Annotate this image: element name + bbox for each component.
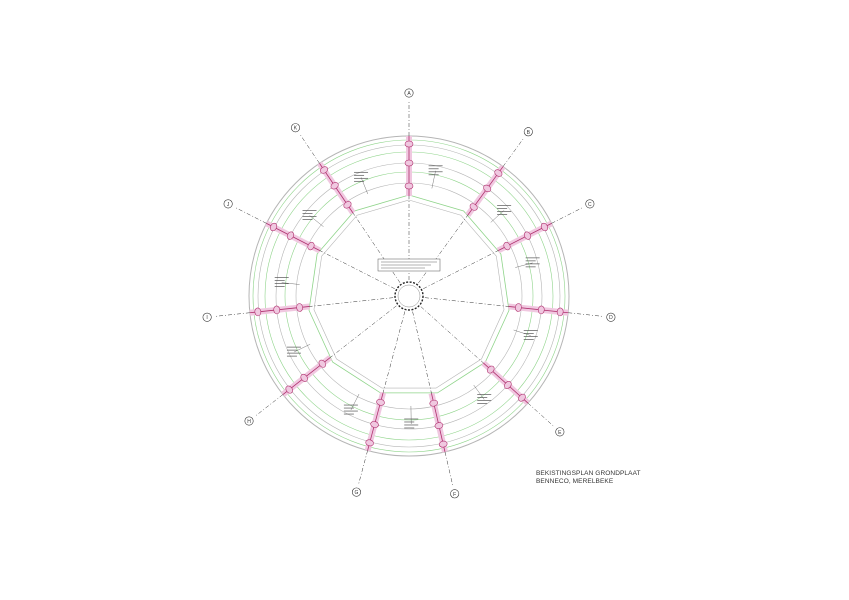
leader-line: [431, 170, 436, 189]
column-marker: [404, 159, 414, 167]
axis-bubble: [202, 312, 212, 322]
leader-line: [513, 329, 531, 336]
drawing-title: BEKISTINGSPLAN GRONDPLAAT: [536, 470, 641, 477]
annotation-block: [343, 393, 360, 415]
annotation-block: [404, 405, 419, 429]
annotation-block: [513, 329, 538, 340]
column-marker: [285, 385, 293, 394]
axis-label: J: [227, 202, 230, 208]
column-marker: [254, 307, 262, 317]
inner-polygon-ring: [313, 199, 505, 389]
axis-bubble: [523, 127, 533, 137]
inner-polygon-ring: [308, 194, 510, 394]
leader-line: [293, 344, 311, 353]
leader-line: [350, 393, 360, 411]
column-marker: [503, 241, 511, 251]
axis-label: I: [206, 315, 207, 321]
column-marker: [537, 305, 545, 315]
column-marker: [523, 231, 532, 240]
column-marker: [429, 399, 439, 407]
leader-line: [360, 177, 368, 195]
axis-label: C: [588, 202, 592, 208]
column-marker: [540, 222, 548, 232]
annotation-block: [274, 277, 300, 287]
leader-line: [490, 210, 505, 223]
central-column: [377, 258, 441, 311]
axis-label: K: [294, 126, 298, 132]
project-location: BENNECO, MERELBEKE: [536, 478, 614, 485]
column-marker: [296, 303, 303, 312]
annotation-block: [490, 205, 512, 223]
central-column-outline: [394, 281, 424, 311]
column-marker: [319, 166, 329, 174]
axis-bubble: [555, 427, 565, 437]
column-marker: [318, 359, 327, 368]
axis-line: [412, 311, 454, 488]
column-marker: [376, 398, 385, 406]
axis-bubble: [244, 416, 254, 426]
axis-bubble: [351, 487, 361, 497]
central-note: [377, 258, 441, 272]
column-marker: [483, 184, 492, 193]
annotation-block: [428, 165, 443, 189]
leader-line: [515, 262, 533, 268]
column-marker: [307, 241, 315, 251]
axis-bubble: [404, 88, 414, 98]
axis-bubble: [606, 312, 616, 322]
column-marker: [270, 222, 278, 232]
column-marker: [469, 203, 478, 211]
column-marker: [434, 422, 444, 429]
leader-line: [473, 384, 485, 400]
column-marker: [286, 231, 295, 240]
axis-label: F: [453, 492, 456, 498]
axis-label: B: [527, 130, 531, 136]
annotation-block: [354, 171, 369, 195]
axis-bubble: [290, 123, 300, 133]
column-marker: [404, 140, 414, 148]
column-marker: [515, 303, 522, 312]
column-marker: [370, 421, 379, 428]
column-marker: [556, 307, 564, 317]
axis-label: D: [609, 315, 613, 321]
column-marker: [486, 365, 495, 374]
annotation-block: [473, 384, 492, 404]
column-marker: [518, 393, 526, 402]
axis-bubble: [585, 199, 595, 209]
axis-label: G: [355, 490, 359, 496]
column-marker: [404, 182, 414, 190]
axis-line: [423, 206, 584, 289]
axis-bubble: [223, 199, 233, 209]
axis-label: H: [247, 419, 251, 425]
annotation-block: [286, 344, 311, 357]
column-marker: [504, 381, 512, 389]
column-marker: [330, 182, 339, 190]
annotation-block: [515, 257, 540, 268]
leader-line: [309, 215, 324, 227]
axis-label: A: [407, 91, 411, 97]
column-marker: [438, 440, 448, 448]
column-marker: [343, 201, 352, 209]
central-column-inner: [397, 284, 421, 308]
beam-annotations: [274, 165, 540, 429]
axis-label: E: [558, 430, 562, 436]
column-marker: [365, 439, 374, 447]
annotation-block: [302, 210, 324, 227]
axis-bubble: [450, 489, 460, 499]
column-marker: [494, 169, 503, 177]
column-marker: [300, 373, 308, 382]
leader-line: [281, 282, 300, 285]
column-marker: [273, 305, 281, 315]
title-block: BEKISTINGSPLAN GRONDPLAAT BENNECO, MEREL…: [536, 470, 641, 486]
radial-beams: [249, 136, 569, 453]
